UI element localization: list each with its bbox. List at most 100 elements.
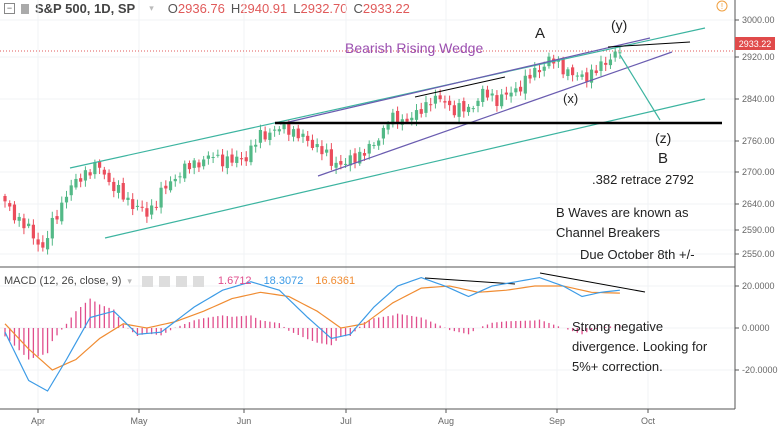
candle-body — [386, 124, 390, 130]
candle-body — [60, 202, 64, 222]
candle-body — [45, 238, 50, 250]
wedge-upper-line — [279, 37, 651, 125]
candle-body — [561, 59, 565, 75]
last-price-label: 2933.22 — [739, 39, 772, 49]
candle-body — [263, 131, 267, 140]
candle-body — [452, 105, 456, 116]
candle-body — [618, 52, 622, 54]
candle-body — [410, 117, 414, 121]
candle-body — [202, 159, 206, 167]
symbol-title[interactable]: S&P 500, 1D, SP — [35, 1, 136, 16]
candle-body — [249, 145, 253, 163]
dropdown-icon[interactable]: ▾ — [127, 275, 132, 286]
candle-body — [22, 218, 26, 229]
last-price-badge — [735, 37, 775, 50]
candle-body — [225, 156, 229, 169]
price-tick-label: 2590.00 — [742, 225, 775, 235]
candle-body — [244, 157, 248, 162]
candle-body — [518, 86, 523, 92]
candle-body — [329, 149, 333, 166]
chart-header: − S&P 500, 1D, SP ▾ O2936.76 H2940.91 L2… — [4, 1, 410, 16]
price-tick-label: 2760.00 — [742, 136, 775, 146]
candle-body — [504, 92, 508, 95]
month-label: Sep — [549, 416, 565, 426]
candle-body — [405, 118, 409, 122]
candle-body — [514, 88, 518, 93]
candle-body — [254, 144, 258, 147]
macd-header: MACD (12, 26, close, 9) ▾ 1.6712 18.3072… — [4, 275, 355, 287]
macd-tick-label: 0.0000 — [742, 323, 770, 333]
candle-body — [164, 185, 168, 189]
settings-icon[interactable] — [141, 275, 153, 287]
candle-body — [391, 112, 395, 125]
candle-body — [93, 162, 97, 175]
candle-body — [457, 103, 461, 117]
candle-body — [433, 95, 438, 104]
candle-body — [27, 223, 31, 227]
candle-body — [131, 199, 135, 210]
candle-body — [429, 104, 433, 106]
wave-b-label: B — [658, 150, 669, 167]
candle-body — [31, 224, 35, 239]
candle-body — [594, 70, 598, 74]
price-tick-label: 2640.00 — [742, 199, 775, 209]
divergence-note-1: Strong negative — [572, 319, 664, 334]
macd-tick-label: -20.0000 — [742, 365, 778, 375]
collapse-icon[interactable]: − — [4, 3, 15, 14]
candle-body — [79, 178, 83, 182]
candle-body — [448, 100, 452, 106]
candle-body — [17, 216, 21, 221]
candle-body — [273, 129, 277, 131]
candle-body — [8, 203, 12, 207]
ohlc-open: O2936.76 — [167, 1, 225, 16]
candle-body — [608, 59, 613, 66]
price-tick-label: 2920.00 — [742, 52, 775, 62]
candle-body — [116, 184, 121, 193]
candle-body — [258, 129, 263, 143]
candle-body — [135, 205, 140, 207]
macd-pane — [4, 276, 621, 392]
candle-body — [575, 75, 579, 77]
candle-body — [173, 178, 177, 182]
wave-a-label: A — [535, 25, 546, 42]
candle-body — [585, 72, 589, 82]
candle-body — [50, 217, 54, 239]
flag-icon[interactable] — [21, 3, 29, 14]
month-label: Jun — [237, 416, 252, 426]
candle-body — [168, 181, 173, 191]
month-label: Apr — [31, 416, 45, 426]
candle-body — [372, 145, 376, 147]
hide-icon[interactable] — [158, 275, 170, 287]
trend-line-1 — [414, 76, 506, 98]
candle-body — [566, 69, 570, 77]
ohlc-high: H2940.91 — [230, 1, 288, 16]
candle-body — [471, 108, 475, 110]
candle-body — [235, 156, 239, 163]
candle-body — [320, 146, 324, 155]
close-icon[interactable] — [192, 275, 204, 287]
candle-body — [126, 197, 130, 201]
projection-line — [619, 54, 661, 121]
signal-line — [4, 285, 620, 371]
candle-body — [140, 206, 144, 208]
candle-body — [509, 92, 513, 97]
candle-body — [107, 172, 111, 183]
candle-body — [476, 100, 480, 106]
more-icon[interactable] — [175, 275, 187, 287]
candle-body — [88, 172, 92, 176]
candle-body — [362, 153, 367, 156]
candle-body — [154, 206, 158, 208]
candle-body — [216, 154, 220, 156]
candle-body — [112, 181, 116, 192]
dropdown-icon[interactable]: ▾ — [149, 3, 154, 13]
candle-body — [277, 129, 281, 132]
candle-body — [348, 155, 352, 166]
candle-body — [367, 143, 371, 154]
month-label: Oct — [641, 416, 656, 426]
candle-body — [438, 95, 442, 100]
candle-body — [315, 144, 319, 148]
candle-body — [377, 140, 381, 146]
macd-title[interactable]: MACD (12, 26, close, 9) — [4, 275, 122, 287]
candle-body — [178, 176, 182, 178]
